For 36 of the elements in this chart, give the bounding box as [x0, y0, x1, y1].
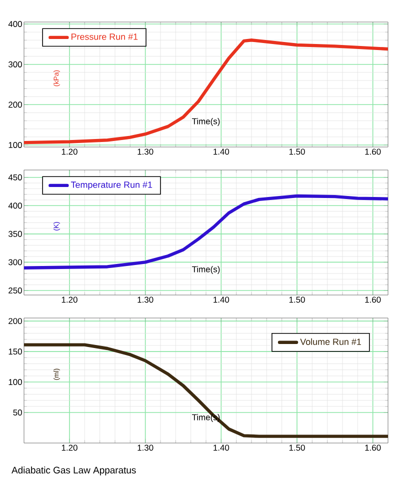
x-tick-label: 1.50: [289, 444, 305, 451]
y-tick-label: 200: [8, 318, 22, 324]
y-tick-label: 400: [8, 202, 22, 209]
y-tick-label: 150: [8, 348, 22, 355]
text: Adiabatic Gas Law Apparatus: [12, 466, 136, 476]
y-tick-label: 250: [8, 287, 22, 294]
x-tick-label: 1.60: [365, 148, 381, 155]
y-tick-label: 450: [8, 174, 22, 180]
x-tick-label: 1.40: [214, 296, 230, 303]
x-tick-label: 1.30: [138, 296, 154, 303]
x-tick-label: 1.60: [365, 444, 381, 451]
line-series: [24, 38, 388, 144]
x-axis-title: Time(s): [192, 266, 220, 274]
y-tick-label: 300: [8, 259, 22, 266]
x-tick-label: 1.20: [62, 444, 78, 451]
y-tick-label: 350: [8, 230, 22, 237]
x-tick-label: 1.40: [214, 148, 230, 155]
y-tick-label: 50: [13, 410, 22, 416]
x-axis-title: Time(s): [192, 118, 220, 126]
x-tick-label: 1.50: [289, 296, 305, 303]
legend-label: Volume Run #1: [300, 338, 361, 345]
y-tick-label: 400: [8, 21, 22, 28]
x-tick-label: 1.20: [62, 296, 78, 303]
y-tick-label: 300: [8, 61, 22, 68]
legend-label: Pressure Run #1: [72, 34, 138, 40]
y-tick-label: 100: [8, 379, 22, 386]
x-tick-label: 1.60: [365, 296, 381, 303]
x-tick-label: 1.20: [62, 148, 78, 155]
x-tick-label: 1.30: [138, 444, 154, 451]
y-tick-label: 200: [8, 102, 22, 108]
x-tick-label: 1.40: [214, 444, 230, 451]
legend-label: Temperature Run #1: [70, 182, 152, 190]
x-tick-label: 1.50: [289, 148, 305, 155]
y-tick-label: 100: [8, 142, 22, 148]
x-tick-label: 1.30: [138, 148, 154, 155]
line-series: [24, 343, 388, 438]
